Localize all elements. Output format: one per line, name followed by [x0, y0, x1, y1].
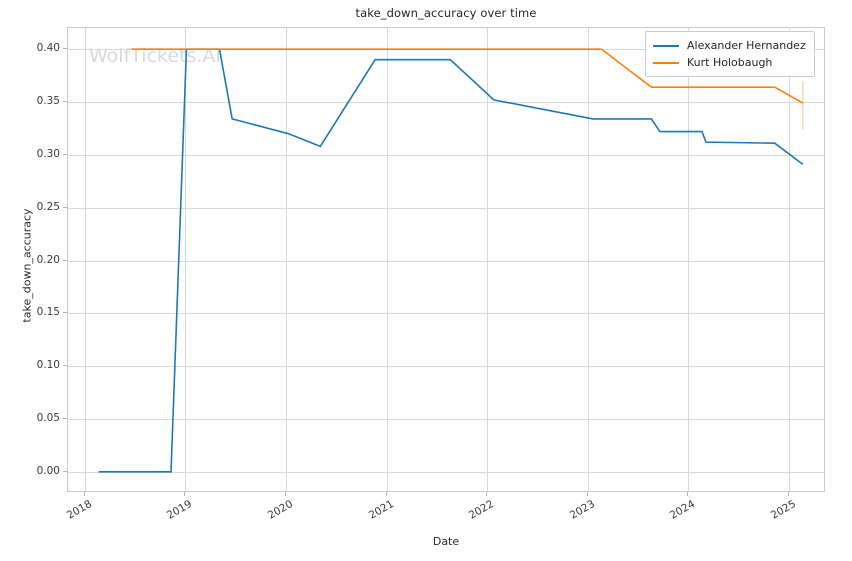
x-tick-mark	[284, 492, 286, 496]
legend-item[interactable]: Alexander Hernandez	[653, 37, 806, 54]
x-tick-mark	[687, 492, 689, 496]
gridline-vertical	[386, 28, 388, 491]
x-tick-label: 2023	[567, 498, 597, 522]
gridline-vertical	[587, 28, 589, 491]
y-tick-mark	[63, 206, 67, 208]
y-tick-label: 0.05	[36, 412, 60, 424]
plot-area: WolfTickets.AI	[67, 27, 825, 492]
x-tick-mark	[586, 492, 588, 496]
legend-label: Kurt Holobaugh	[687, 56, 773, 69]
legend-label: Alexander Hernandez	[687, 39, 806, 52]
gridline-horizontal	[68, 207, 824, 209]
gridline-vertical	[185, 28, 187, 491]
x-tick-label: 2022	[467, 498, 497, 522]
x-tick-label: 2024	[668, 498, 698, 522]
x-tick-label: 2018	[64, 498, 94, 522]
x-tick-mark	[486, 492, 488, 496]
gridline-horizontal	[68, 313, 824, 315]
gridline-vertical	[789, 28, 791, 491]
x-tick-label: 2025	[768, 498, 799, 522]
y-tick-label: 0.20	[36, 253, 60, 266]
y-tick-label: 0.30	[36, 147, 60, 160]
gridline-horizontal	[68, 154, 824, 156]
x-tick-label: 2020	[265, 498, 295, 522]
y-tick-mark	[63, 470, 67, 472]
chart-legend: Alexander Hernandez Kurt Holobaugh	[645, 31, 815, 77]
y-tick-mark	[63, 365, 67, 367]
y-tick-mark	[63, 101, 67, 102]
gridline-horizontal	[68, 366, 824, 368]
gridline-vertical	[688, 28, 690, 491]
y-tick-label: 0.40	[36, 42, 60, 55]
x-tick-mark	[788, 492, 790, 496]
y-tick-label: 0.35	[36, 95, 60, 107]
y-tick-mark	[63, 48, 67, 50]
x-tick-mark	[385, 492, 387, 496]
chart-title: take_down_accuracy over time	[355, 6, 537, 20]
series-line	[131, 48, 804, 104]
y-tick-mark	[63, 418, 67, 419]
gridline-horizontal	[68, 102, 824, 103]
gridline-horizontal	[68, 260, 824, 262]
y-tick-label: 0.10	[36, 359, 60, 372]
y-tick-mark	[63, 259, 67, 261]
gridline-horizontal	[68, 471, 824, 473]
y-tick-mark	[63, 312, 67, 314]
legend-color-swatch	[653, 61, 679, 64]
series-line	[98, 48, 804, 473]
gridline-vertical	[84, 28, 86, 491]
x-tick-mark	[184, 492, 186, 496]
x-tick-mark	[83, 492, 85, 496]
y-tick-label: 0.00	[36, 464, 60, 477]
gridline-vertical	[285, 28, 287, 491]
gridline-horizontal	[68, 419, 824, 420]
y-tick-label: 0.25	[36, 200, 60, 213]
x-axis-label: Date	[432, 535, 460, 548]
x-tick-label: 2021	[366, 498, 396, 522]
series-lines	[98, 48, 804, 473]
legend-color-swatch	[653, 44, 679, 47]
legend-item[interactable]: Kurt Holobaugh	[653, 54, 806, 71]
x-tick-label: 2019	[165, 498, 195, 522]
y-tick-mark	[63, 153, 67, 155]
gridline-vertical	[487, 28, 489, 491]
y-tick-label: 0.15	[36, 306, 60, 319]
y-axis-label: take_down_accuracy	[20, 208, 34, 323]
